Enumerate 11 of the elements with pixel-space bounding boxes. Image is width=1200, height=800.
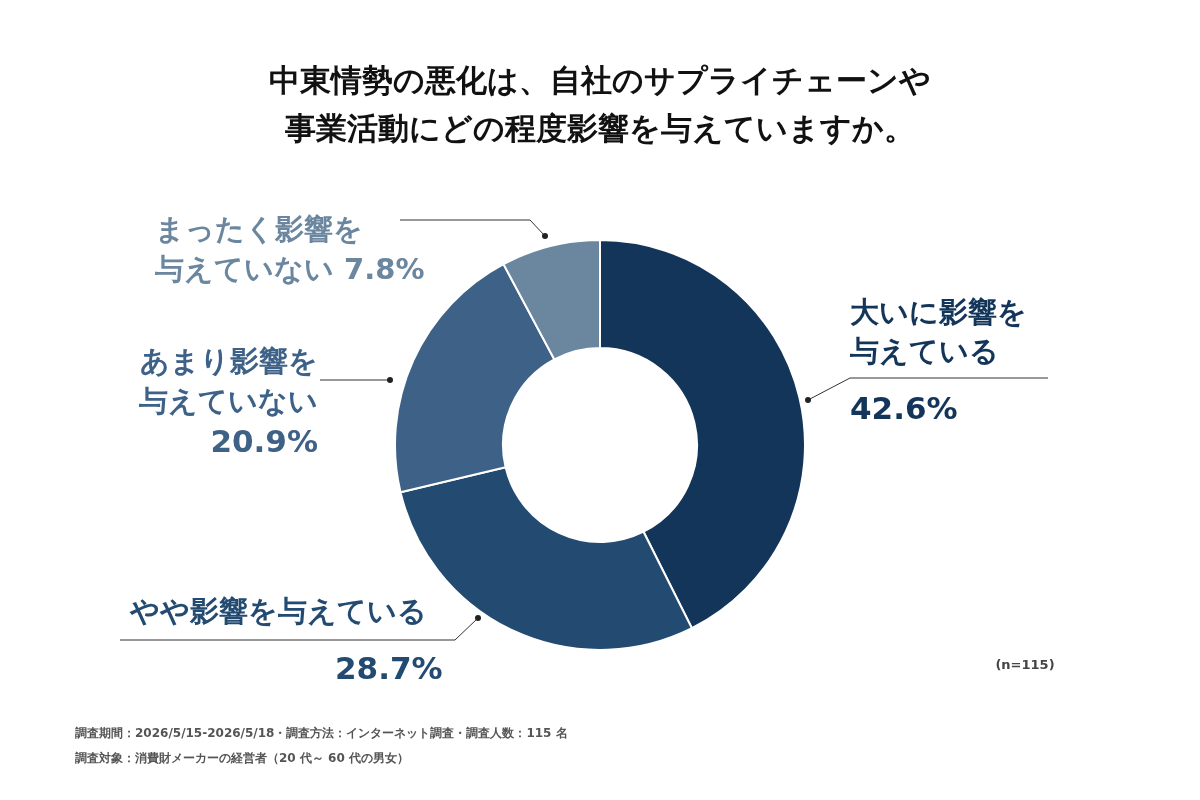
slice-label: あまり影響を与えていない bbox=[138, 344, 318, 418]
text: 調査対象：消費財メーカーの経営者（20 代～ 60 代の男女） bbox=[74, 751, 409, 765]
slice-label: 大いに影響を与えている bbox=[849, 295, 1027, 368]
data-label: 42.6% bbox=[850, 390, 958, 426]
text: 調査期間：2026/5/15-2026/5/18・調査方法：インターネット調査・調査人数：115 名 bbox=[74, 726, 568, 740]
text: (n=115) bbox=[995, 657, 1055, 672]
data-label: 20.9% bbox=[210, 423, 318, 459]
chart-title: 中東情勢の悪化は、自社のサプライチェーンや事業活動にどの程度影響を与えていますか。 bbox=[269, 62, 931, 146]
slice-label: まったく影響を与えていない 7.8% bbox=[154, 212, 425, 286]
data-label: 28.7% bbox=[335, 650, 443, 686]
slice-label: やや影響を与えている bbox=[129, 594, 427, 628]
